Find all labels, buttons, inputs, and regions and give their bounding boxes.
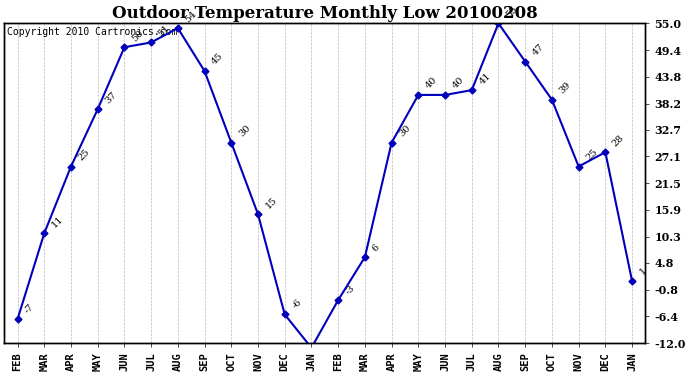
- Text: Copyright 2010 Cartronics.com: Copyright 2010 Cartronics.com: [8, 27, 178, 36]
- Text: 1: 1: [638, 266, 649, 277]
- Text: -7: -7: [23, 302, 36, 315]
- Text: 30: 30: [237, 123, 252, 138]
- Text: 50: 50: [130, 28, 145, 43]
- Text: 6: 6: [371, 242, 381, 253]
- Text: 11: 11: [50, 214, 65, 229]
- Text: -13: -13: [0, 374, 1, 375]
- Text: 45: 45: [210, 52, 225, 67]
- Text: 39: 39: [558, 80, 573, 96]
- Text: 41: 41: [477, 71, 493, 86]
- Text: 55: 55: [504, 4, 519, 19]
- Text: -3: -3: [344, 283, 357, 296]
- Title: Outdoor Temperature Monthly Low 20100208: Outdoor Temperature Monthly Low 20100208: [112, 5, 538, 22]
- Text: 25: 25: [77, 147, 92, 162]
- Text: 30: 30: [397, 123, 412, 138]
- Text: -6: -6: [290, 297, 304, 310]
- Text: 25: 25: [584, 147, 600, 162]
- Text: 54: 54: [184, 9, 199, 24]
- Text: 37: 37: [104, 90, 119, 105]
- Text: 15: 15: [264, 195, 279, 210]
- Text: 40: 40: [424, 76, 439, 91]
- Text: 40: 40: [451, 76, 466, 91]
- Text: 51: 51: [157, 23, 172, 38]
- Text: 28: 28: [611, 133, 626, 148]
- Text: 47: 47: [531, 42, 546, 57]
